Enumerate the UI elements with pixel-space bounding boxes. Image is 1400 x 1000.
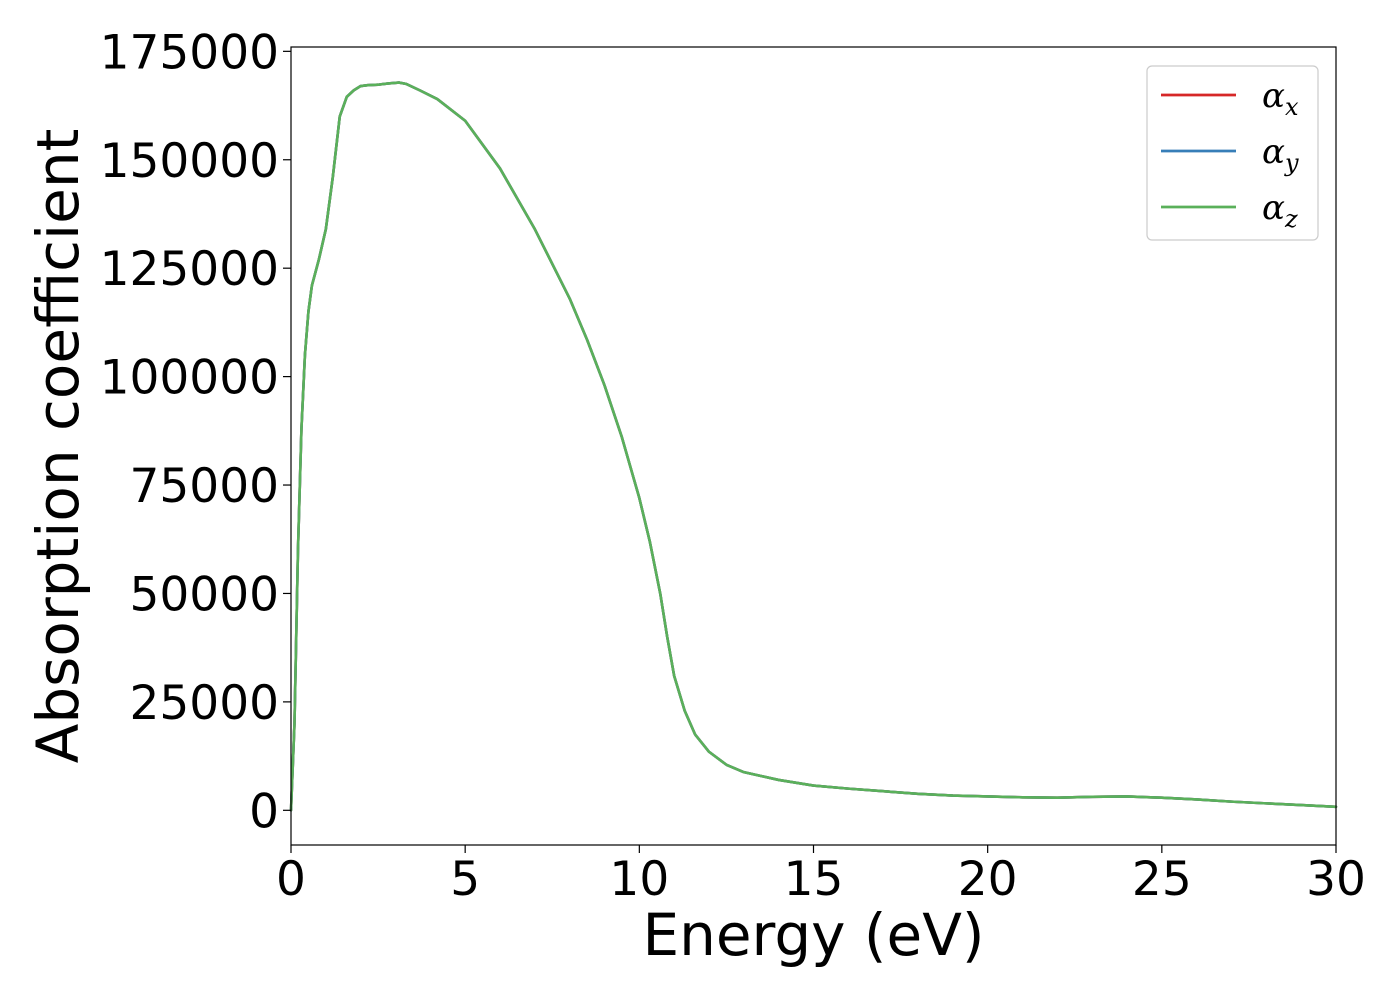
x-tick-label: 15 — [784, 852, 844, 907]
y-tick-label: 50000 — [129, 567, 279, 622]
y-tick-label: 75000 — [129, 459, 279, 514]
x-tick-label: 5 — [450, 852, 480, 907]
y-tick-label: 0 — [249, 784, 279, 839]
x-tick-label: 25 — [1132, 852, 1192, 907]
x-tick-label: 10 — [609, 852, 669, 907]
y-axis-label: Absorption coefficient — [24, 129, 92, 764]
x-axis-ticks: 0 5 10 15 20 25 30 — [276, 845, 1366, 907]
x-axis-label: Energy (eV) — [642, 901, 984, 969]
y-tick-label: 175000 — [100, 25, 279, 80]
series-layer — [289, 81, 1338, 812]
y-tick-label: 150000 — [100, 134, 279, 189]
legend-box — [1146, 65, 1319, 241]
y-tick-label: 25000 — [129, 676, 279, 731]
y-tick-label: 100000 — [100, 351, 279, 406]
y-axis-ticks: 0 25000 50000 75000 100000 125000 150000 175000 — [100, 25, 291, 839]
x-tick-label: 20 — [958, 852, 1018, 907]
y-tick-label: 125000 — [100, 242, 279, 297]
legend-label: αy — [1262, 132, 1299, 177]
x-tick-label: 0 — [276, 852, 306, 907]
x-tick-label: 30 — [1306, 852, 1366, 907]
series-line-alpha-z — [289, 81, 1338, 812]
